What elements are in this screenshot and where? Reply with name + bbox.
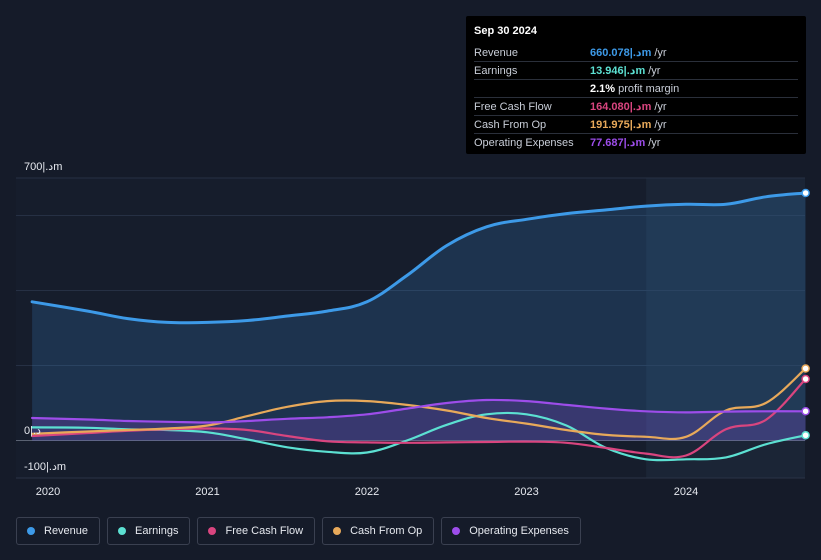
tooltip-row: Revenue 660.078|.دm/yr xyxy=(474,44,798,61)
tooltip-row-label: Revenue xyxy=(474,46,519,59)
tooltip-row-unit: /yr xyxy=(648,136,661,149)
y-axis-zero-label: 0|.د xyxy=(24,425,41,437)
legend-item-operating-expenses[interactable]: Operating Expenses xyxy=(441,517,581,545)
legend-dot-icon xyxy=(208,527,217,535)
cash-from-op-line xyxy=(31,367,807,441)
revenue-area xyxy=(32,193,806,441)
tooltip-row: Operating Expenses 77.687|.دm/yr xyxy=(474,133,798,151)
tooltip-row: Free Cash Flow 164.080|.دm/yr xyxy=(474,97,798,115)
operating-expenses-end-point xyxy=(801,407,810,416)
line-layer xyxy=(30,191,808,462)
tooltip-row-label: Cash From Op xyxy=(474,118,547,131)
legend-dot-icon xyxy=(27,527,35,535)
tooltip-row-unit: /yr xyxy=(654,46,667,59)
tooltip-row-label: Operating Expenses xyxy=(474,136,574,149)
tooltip-row-label: Earnings xyxy=(474,64,518,77)
highlight-region xyxy=(646,178,805,478)
earnings-end-point xyxy=(801,431,810,440)
operating-expenses-line xyxy=(31,398,807,424)
revenue-end-point xyxy=(801,188,810,198)
tooltip-row-value: 191.975|.دm xyxy=(590,119,652,131)
x-tick-label: 2020 xyxy=(36,486,60,498)
legend-label: Cash From Op xyxy=(350,525,423,537)
tooltip-row: Earnings 13.946|.دm/yr xyxy=(474,61,798,79)
tooltip-row-label: Free Cash Flow xyxy=(474,100,552,113)
tooltip-row: Cash From Op 191.975|.دm/yr xyxy=(474,115,798,133)
y-axis-bottom-label: -100|.دm xyxy=(24,461,66,473)
legend-item-earnings[interactable]: Earnings xyxy=(107,517,191,545)
tooltip-row-value: 13.946|.دm xyxy=(590,65,646,77)
grid-layer xyxy=(16,177,805,479)
x-tick-label: 2024 xyxy=(674,486,698,498)
legend-dot-icon xyxy=(452,527,461,535)
tooltip-row-unit: /yr xyxy=(654,100,667,113)
tooltip-row-value: 164.080|.دm xyxy=(590,101,652,113)
x-tick-label: 2022 xyxy=(355,486,379,498)
legend-item-free-cash-flow[interactable]: Free Cash Flow xyxy=(197,517,316,545)
legend-item-revenue[interactable]: Revenue xyxy=(16,517,101,545)
x-tick-label: 2023 xyxy=(514,486,538,498)
tooltip-row-unit: /yr xyxy=(654,118,667,131)
tooltip-row-unit: profit margin xyxy=(618,82,680,95)
tooltip-rows: Revenue 660.078|.دm/yr Earnings 13.946|.دm /… xyxy=(474,44,798,151)
x-tick-label: 2021 xyxy=(195,486,219,498)
tooltip-row-value: 77.687|.دm xyxy=(590,137,646,149)
tooltip-row-unit: /yr xyxy=(648,64,661,77)
legend-label: Earnings xyxy=(135,525,179,537)
legend-label: Free Cash Flow xyxy=(225,525,304,537)
tooltip: Sep 30 2024 Revenue 660.078|.دm/yr Earning… xyxy=(466,16,806,154)
tooltip-row-value: 2.1% xyxy=(590,82,616,95)
legend-label: Revenue xyxy=(44,525,89,537)
legend-dot-icon xyxy=(118,527,127,535)
x-axis-ticks: 2020 2021 2022 2023 2024 xyxy=(36,486,698,498)
cash-from-op-end-point xyxy=(801,364,810,373)
revenue-line xyxy=(30,191,808,325)
legend-dot-icon xyxy=(333,527,342,535)
y-axis-top-label: 700|.دm xyxy=(24,161,62,173)
free-cash-flow-end-point xyxy=(801,374,810,384)
legend-item-cash-from-op[interactable]: Cash From Op xyxy=(322,517,435,545)
dot-layer xyxy=(801,188,810,440)
tooltip-date: Sep 30 2024 xyxy=(474,25,537,37)
tooltip-row: 2.1% profit margin xyxy=(474,79,798,97)
tooltip-row-value: 660.078|.دm xyxy=(590,47,652,59)
legend-label: Operating Expenses xyxy=(469,525,569,537)
legend: Revenue Earnings Free Cash Flow Cash From O… xyxy=(16,517,581,546)
